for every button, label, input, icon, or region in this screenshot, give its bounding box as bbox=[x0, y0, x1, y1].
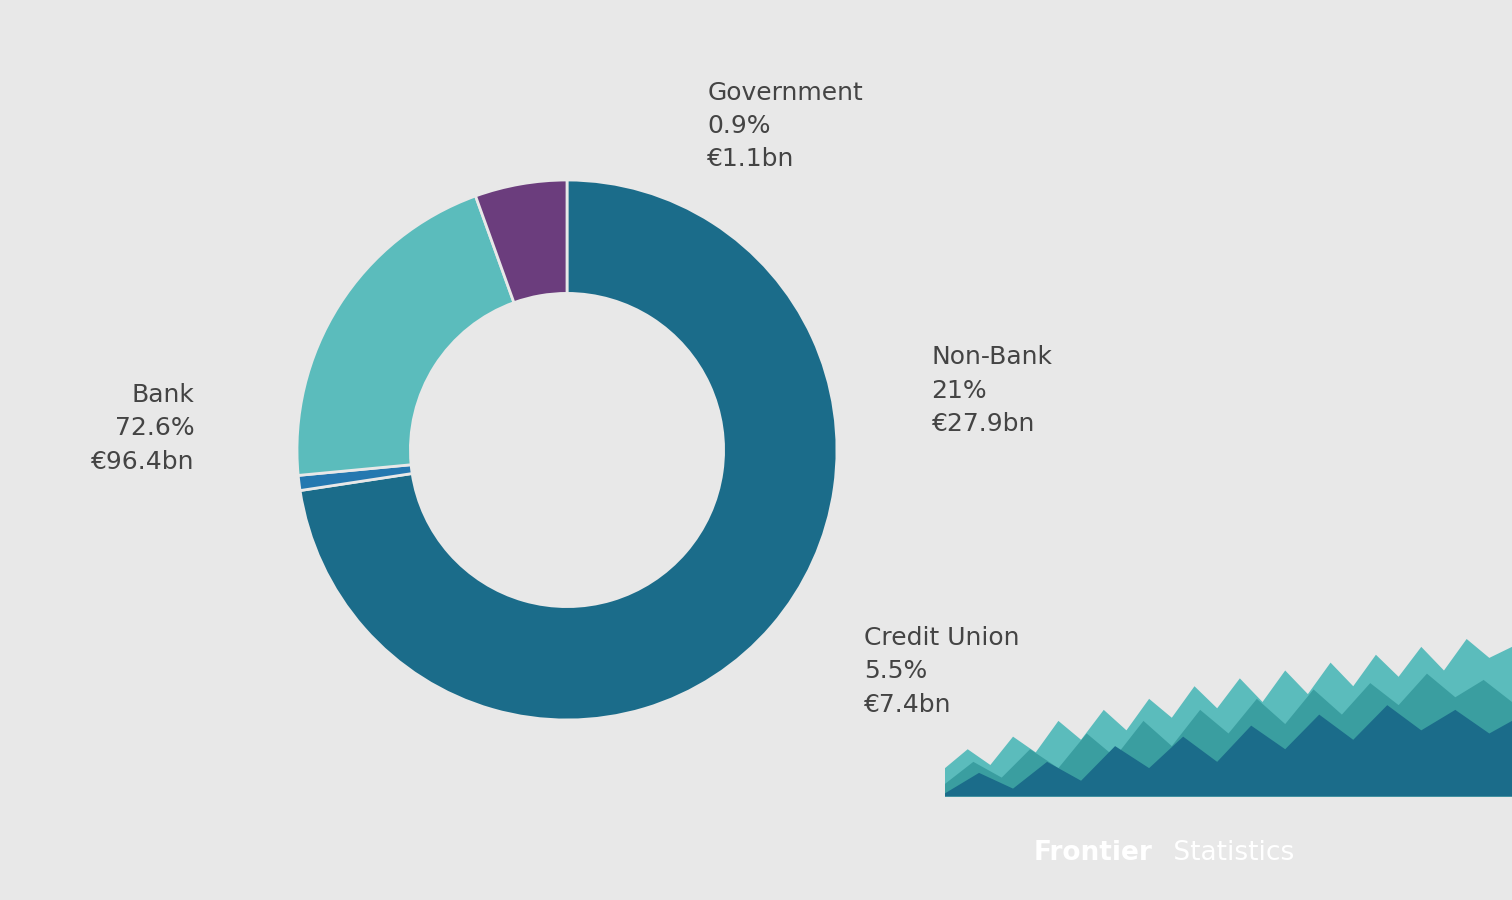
Polygon shape bbox=[945, 706, 1512, 796]
Polygon shape bbox=[945, 673, 1512, 796]
Text: Non-Bank
21%
€27.9bn: Non-Bank 21% €27.9bn bbox=[931, 345, 1052, 436]
Text: Credit Union
5.5%
€7.4bn: Credit Union 5.5% €7.4bn bbox=[863, 626, 1019, 717]
Text: Bank
72.6%
€96.4bn: Bank 72.6% €96.4bn bbox=[91, 382, 195, 474]
Text: Statistics: Statistics bbox=[1166, 841, 1294, 867]
Polygon shape bbox=[945, 639, 1512, 796]
Wedge shape bbox=[296, 196, 514, 475]
Text: Government
0.9%
€1.1bn: Government 0.9% €1.1bn bbox=[708, 80, 863, 172]
Wedge shape bbox=[476, 180, 567, 302]
Wedge shape bbox=[298, 464, 413, 491]
Wedge shape bbox=[299, 180, 838, 720]
Text: Frontier: Frontier bbox=[1033, 841, 1152, 867]
